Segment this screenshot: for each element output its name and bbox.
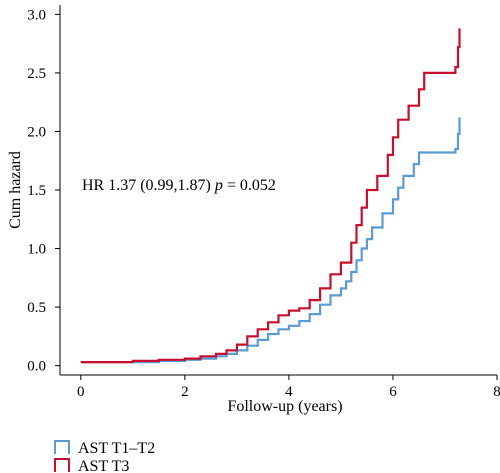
y-axis-title: Cum hazard	[7, 151, 24, 229]
legend-symbol-ast-t3	[54, 458, 70, 472]
hazard-ratio-text: HR 1.37 (0.99,1.87)	[82, 177, 215, 194]
x-tick-label: 8	[493, 384, 500, 400]
series-lines	[80, 28, 461, 364]
x-axis-title: Follow-up (years)	[227, 398, 342, 415]
legend-item-ast-t3: AST T3	[54, 458, 129, 473]
series-line-ast-t3	[80, 28, 461, 364]
x-tick-label: 6	[389, 384, 397, 400]
y-tick-label: 1.0	[27, 242, 46, 258]
y-tick-label: 2.5	[27, 66, 46, 82]
legend-item-ast-t1-t2: AST T1–T2	[54, 440, 155, 457]
y-tick-label: 2.0	[27, 124, 46, 140]
legend-label-ast-t3: AST T3	[78, 458, 129, 473]
y-tick-label: 3.0	[27, 7, 46, 23]
legend: AST T1–T2 AST T3	[54, 440, 155, 473]
y-axis-ticks: 0.0 0.5 1.0 1.5 2.0 2.5 3.0	[27, 7, 60, 375]
x-axis-ticks: 0 2 4 6 8	[77, 375, 500, 400]
legend-label-ast-t1-t2: AST T1–T2	[78, 440, 155, 457]
y-tick-label: 1.5	[27, 183, 46, 199]
x-tick-label: 0	[77, 384, 85, 400]
x-tick-label: 4	[285, 384, 293, 400]
hazard-ratio-annotation: HR 1.37 (0.99,1.87) p = 0.052	[82, 177, 276, 194]
y-tick-label: 0.5	[27, 300, 46, 316]
y-tick-label: 0.0	[27, 359, 46, 375]
series-line-ast-t1-t2	[80, 117, 461, 364]
x-tick-label: 2	[181, 384, 189, 400]
legend-symbol-ast-t1-t2	[54, 440, 70, 454]
p-value-text: = 0.052	[223, 177, 276, 194]
p-symbol: p	[214, 177, 223, 194]
